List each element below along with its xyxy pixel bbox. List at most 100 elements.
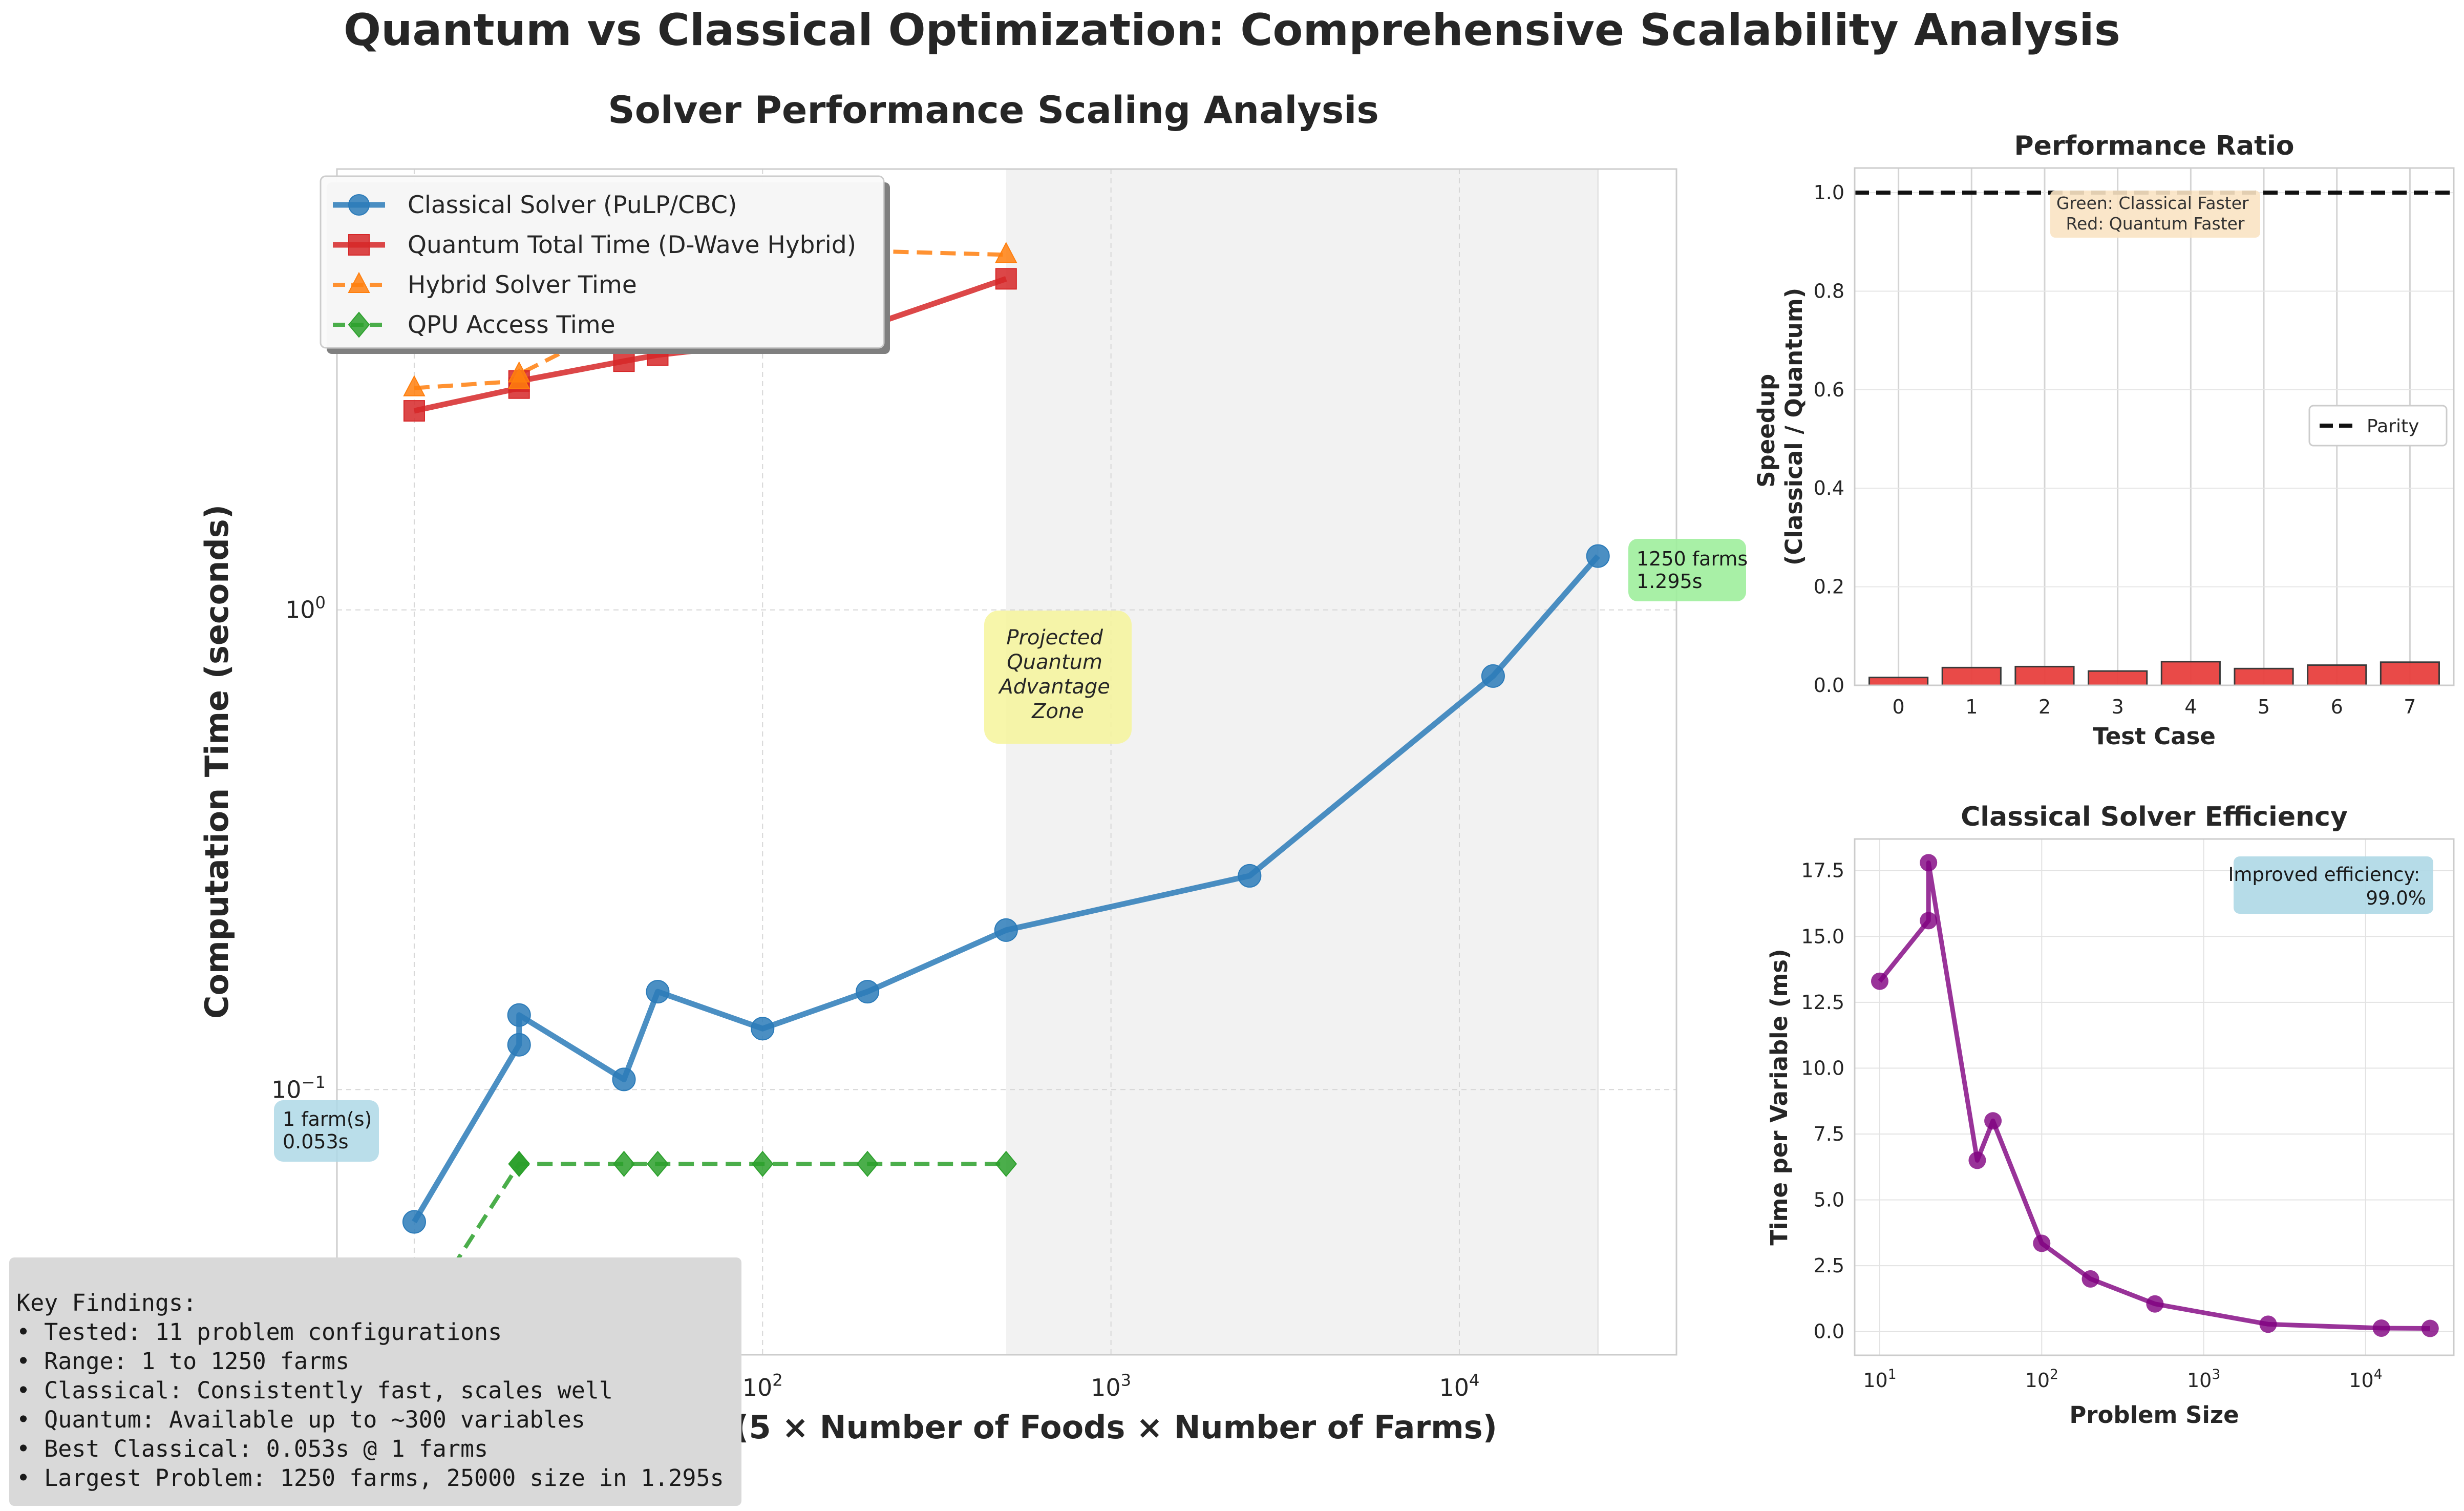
efficiency-x-tick-label-base: 10 [2025,1369,2050,1392]
efficiency-x-tick-label-base: 10 [2187,1369,2212,1392]
efficiency-plot-frame [1854,838,2455,1356]
ratio-legend-label: Parity [2367,416,2419,437]
key-findings-line: • Quantum: Available up to ~300 variable… [16,1406,585,1433]
key-findings-line: • Best Classical: 0.053s @ 1 farms [16,1435,488,1462]
data-point-classical [994,918,1018,942]
ratio-axis-ticks: 0 1 2 3 4 5 6 7 0.0 0.2 0.4 0.6 0.8 1.0 [1814,181,2416,718]
key-findings-line: • Largest Problem: 1250 farms, 25000 siz… [16,1464,724,1492]
main-title: Solver Performance Scaling Analysis [608,89,1379,132]
efficiency-y-tick-label: 17.5 [1801,859,1844,882]
key-findings-box: Key Findings: • Tested: 11 problem config… [9,1257,741,1506]
data-point-hybrid [508,361,530,383]
ratio-y-tick-label: 0.6 [1814,379,1844,401]
ratio-note-box [2050,191,2260,238]
y-tick-label: 10−1 [271,1073,326,1103]
legend-items: Classical Solver (PuLP/CBC) Quantum Total… [333,191,856,339]
efficiency-y-tick-label: 10.0 [1801,1057,1844,1079]
efficiency-x-tick-label-exponent: 1 [1888,1367,1897,1382]
first-point-box [274,1100,379,1162]
ratio-y-axis-label: (Classical / Quantum) [1780,288,1808,565]
efficiency-series [1871,854,2439,1337]
data-point-classical [1586,544,1610,568]
data-point-hybrid [403,375,426,396]
efficiency-y-tick-label: 15.0 [1801,925,1844,948]
ratio-x-tick-label: 0 [1893,696,1905,718]
legend-marker [348,311,370,338]
x-tick-label: 104 [1439,1371,1479,1401]
svg-text:Speedup (Classical / Qua: Speedup (Classical / Quantum) [1753,288,1808,565]
ratio-note-line: Red: Quantum Faster [2066,214,2245,234]
data-point-classical [751,1017,775,1041]
key-findings-line: • Range: 1 to 1250 farms [16,1348,350,1375]
data-point-qpu [856,1150,879,1177]
efficiency-x-tick-label-exponent: 3 [2212,1367,2220,1382]
ratio-y-tick-label: 0.8 [1814,280,1844,302]
performance-ratio-chart: 0 1 2 3 4 5 6 7 0.0 0.2 0.4 0.6 0.8 1.0 Performance R… [1753,131,2455,750]
efficiency-x-tick-label-exponent: 2 [2050,1367,2058,1382]
y-tick-label-base: 10 [285,596,315,624]
x-tick-label-base: 10 [742,1374,773,1401]
key-findings-line: • Classical: Consistently fast, scales w… [16,1377,613,1404]
data-point-classical [1238,864,1262,888]
efficiency-point [2146,1295,2164,1313]
ratio-x-tick-label: 4 [2184,696,2197,718]
main-grid [337,169,1676,1355]
efficiency-point [2372,1319,2390,1337]
first-point-label: 1 farm(s) [283,1108,372,1130]
efficiency-x-axis-label: Problem Size [2069,1401,2239,1429]
data-point-classical [507,1033,531,1057]
quantum-advantage-zone [1006,169,1598,1355]
figure-suptitle: Quantum vs Classical Optimization: Compr… [344,5,2120,56]
ratio-y-axis-label: Speedup [1753,374,1780,488]
efficiency-x-tick-label: 101 [1863,1367,1896,1392]
efficiency-y-tick-label: 12.5 [1801,991,1844,1014]
ratio-bar [2307,664,2367,686]
ratio-x-tick-label: 2 [2038,696,2051,718]
efficiency-y-tick-label: 7.5 [1814,1123,1844,1145]
efficiency-note-line: 99.0% [2366,887,2426,909]
legend-marker [348,234,370,256]
legend-box [320,175,885,349]
y-tick-label-exponent: −1 [302,1073,326,1092]
efficiency-point [2081,1270,2099,1288]
svg-text:Improved efficiency: 9: Improved efficiency: 99.0% [2228,864,2426,909]
x-tick-label-exponent: 2 [772,1371,782,1390]
ratio-bar [2160,661,2221,686]
svg-text:Green: Classical Faster: Green: Classical Faster Red: Quantum Fas… [2056,193,2254,234]
svg-text:1250 farms 1.295s: 1250 farms 1.295s [1637,548,1754,593]
zone-label-box [984,611,1132,744]
efficiency-title: Classical Solver Efficiency [1961,802,2348,832]
efficiency-x-tick-label: 102 [2025,1367,2058,1392]
data-point-quantum [995,268,1017,290]
data-point-classical [1481,664,1505,688]
data-point-qpu [647,1150,669,1177]
ratio-bar [1868,677,1929,686]
efficiency-note-line: Improved efficiency: [2228,864,2420,886]
efficiency-point [2259,1315,2277,1333]
main-y-axis-label: Computation Time (seconds) [198,505,236,1019]
svg-text:Projected Quantum: Projected Quantum Advantage Zone [997,626,1116,723]
efficiency-point [1920,854,1938,872]
ratio-y-tick-label: 0.2 [1814,576,1844,598]
data-point-qpu [508,1150,530,1177]
first-point-value: 0.053s [283,1130,349,1153]
efficiency-note-box [2234,856,2433,914]
data-point-quantum [403,400,425,422]
ratio-note: Green: Classical Faster Red: Quantum Fas… [2050,191,2260,238]
data-point-hybrid [995,242,1017,263]
efficiency-point [1968,1151,1986,1169]
ratio-x-tick-label: 5 [2258,696,2270,718]
efficiency-point [2421,1319,2439,1337]
ratio-note-line: Green: Classical Faster [2056,193,2249,213]
ratio-x-tick-label: 3 [2112,696,2124,718]
ratio-bar [1941,666,2002,686]
data-point-classical [646,980,670,1004]
efficiency-point [1920,912,1938,930]
data-point-classical [507,1003,531,1027]
efficiency-x-tick-label: 103 [2187,1367,2220,1392]
key-findings-line: Key Findings: [16,1289,197,1316]
